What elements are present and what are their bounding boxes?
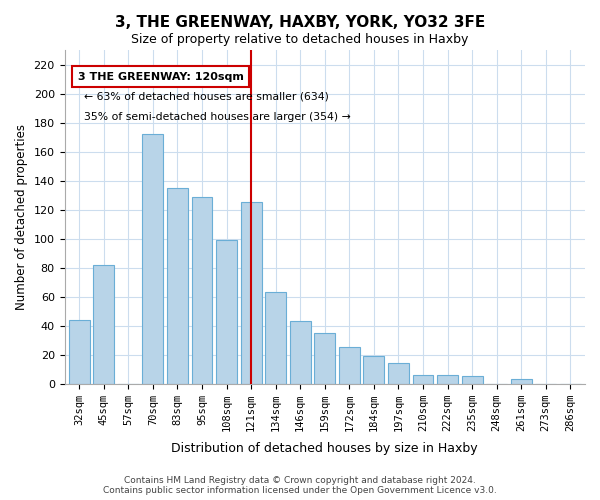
Bar bbox=[216, 240, 237, 384]
Bar bbox=[413, 375, 433, 384]
Bar bbox=[241, 202, 262, 384]
Bar bbox=[94, 264, 114, 384]
Text: Contains HM Land Registry data © Crown copyright and database right 2024.
Contai: Contains HM Land Registry data © Crown c… bbox=[103, 476, 497, 495]
Text: 3 THE GREENWAY: 120sqm: 3 THE GREENWAY: 120sqm bbox=[77, 72, 244, 82]
Bar bbox=[167, 188, 188, 384]
Bar bbox=[290, 322, 311, 384]
Bar bbox=[461, 376, 482, 384]
Bar bbox=[364, 356, 384, 384]
Text: 35% of semi-detached houses are larger (354) →: 35% of semi-detached houses are larger (… bbox=[85, 112, 351, 122]
Bar bbox=[265, 292, 286, 384]
Bar bbox=[314, 333, 335, 384]
Bar bbox=[69, 320, 89, 384]
Bar bbox=[511, 380, 532, 384]
X-axis label: Distribution of detached houses by size in Haxby: Distribution of detached houses by size … bbox=[172, 442, 478, 455]
Bar bbox=[388, 364, 409, 384]
Text: Size of property relative to detached houses in Haxby: Size of property relative to detached ho… bbox=[131, 32, 469, 46]
Text: ← 63% of detached houses are smaller (634): ← 63% of detached houses are smaller (63… bbox=[85, 92, 329, 102]
Bar bbox=[191, 196, 212, 384]
Bar bbox=[339, 348, 360, 384]
Bar bbox=[142, 134, 163, 384]
Bar bbox=[437, 375, 458, 384]
Text: 3, THE GREENWAY, HAXBY, YORK, YO32 3FE: 3, THE GREENWAY, HAXBY, YORK, YO32 3FE bbox=[115, 15, 485, 30]
Y-axis label: Number of detached properties: Number of detached properties bbox=[15, 124, 28, 310]
